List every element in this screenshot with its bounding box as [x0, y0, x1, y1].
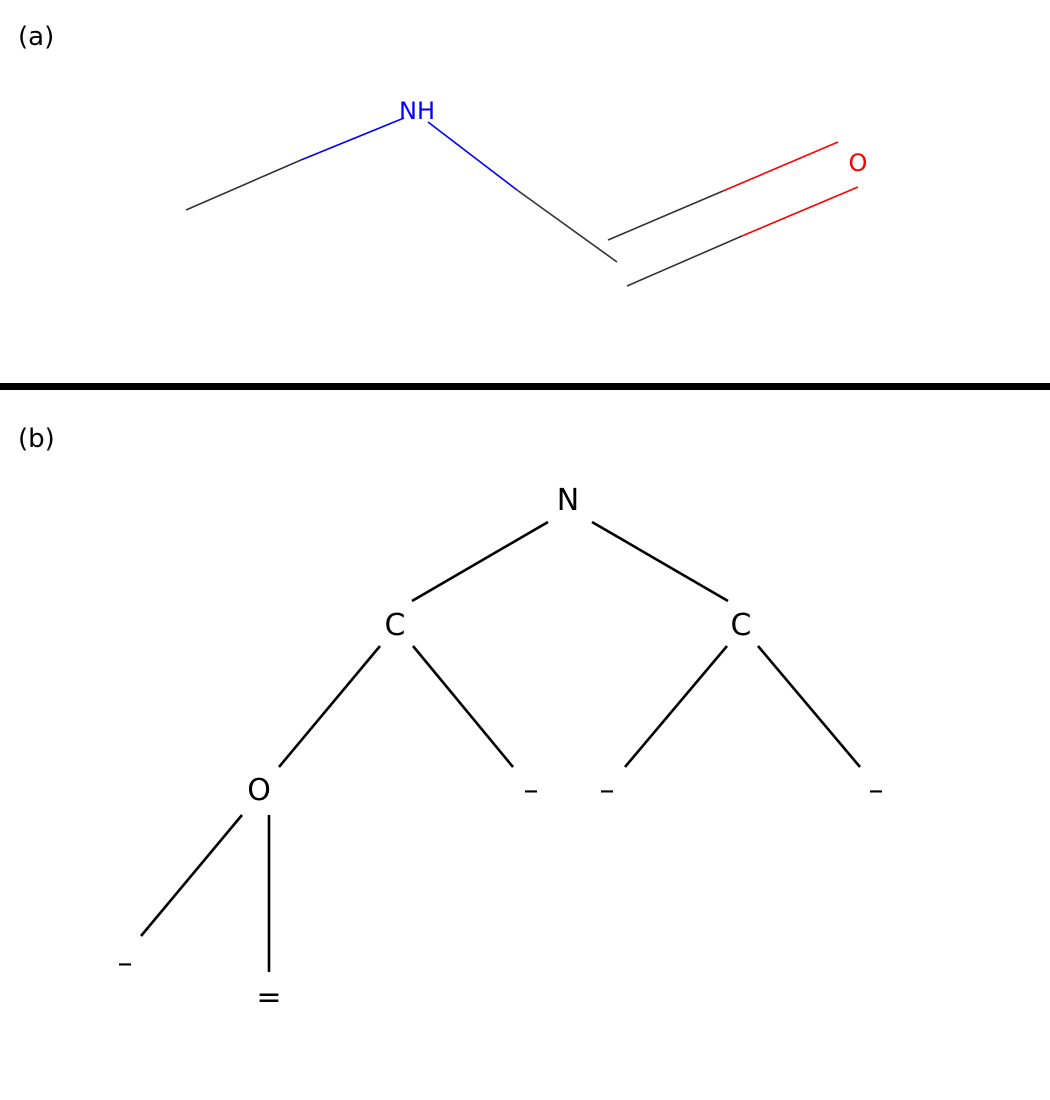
tree-node-c-left: C [385, 608, 406, 643]
atom-nh-label: NH [399, 97, 435, 125]
bond-co-upper-carbon-half [607, 190, 724, 241]
tree-leaf-o-double-bond: = [256, 980, 281, 1015]
edge-left-c-to-o [278, 645, 381, 768]
bond-methyl-n-carbon-half [185, 159, 302, 211]
panel-b: (b) N C C O – – – – = [18, 424, 884, 1015]
bond-n-carbonyl-nitrogen-half [427, 121, 518, 191]
edge-o-to-single-bond [140, 814, 243, 937]
panel-a: (a) NH O [18, 22, 868, 287]
panel-b-label: (b) [18, 424, 55, 454]
edge-n-to-left-c [411, 520, 549, 603]
panel-divider [0, 383, 1050, 390]
edge-n-to-right-c [591, 520, 729, 603]
tree-node-n: N [557, 483, 579, 518]
tree-leaf-o-single-bond: – [118, 946, 133, 981]
panel-a-label: (a) [18, 22, 54, 52]
tree-leaf-c-right-bond-left: – [600, 773, 615, 808]
tree-leaf-c-right-bond-right: – [869, 773, 884, 808]
edge-right-c-to-left-bond [624, 645, 728, 768]
tree-node-o: O [247, 773, 271, 808]
bond-co-lower-carbon-half [626, 235, 743, 287]
edge-right-c-to-right-bond [757, 645, 861, 768]
bond-methyl-n-nitrogen-half [300, 117, 405, 161]
tree-leaf-c-left-bond: – [524, 773, 539, 808]
atom-o-label: O [849, 149, 868, 177]
bond-co-upper-oxygen-half [722, 141, 839, 192]
tree-node-c-right: C [731, 608, 752, 643]
bond-n-carbonyl-carbon-half [516, 189, 618, 263]
edge-left-c-to-bond [411, 645, 515, 768]
bond-co-lower-oxygen-half [741, 186, 859, 237]
